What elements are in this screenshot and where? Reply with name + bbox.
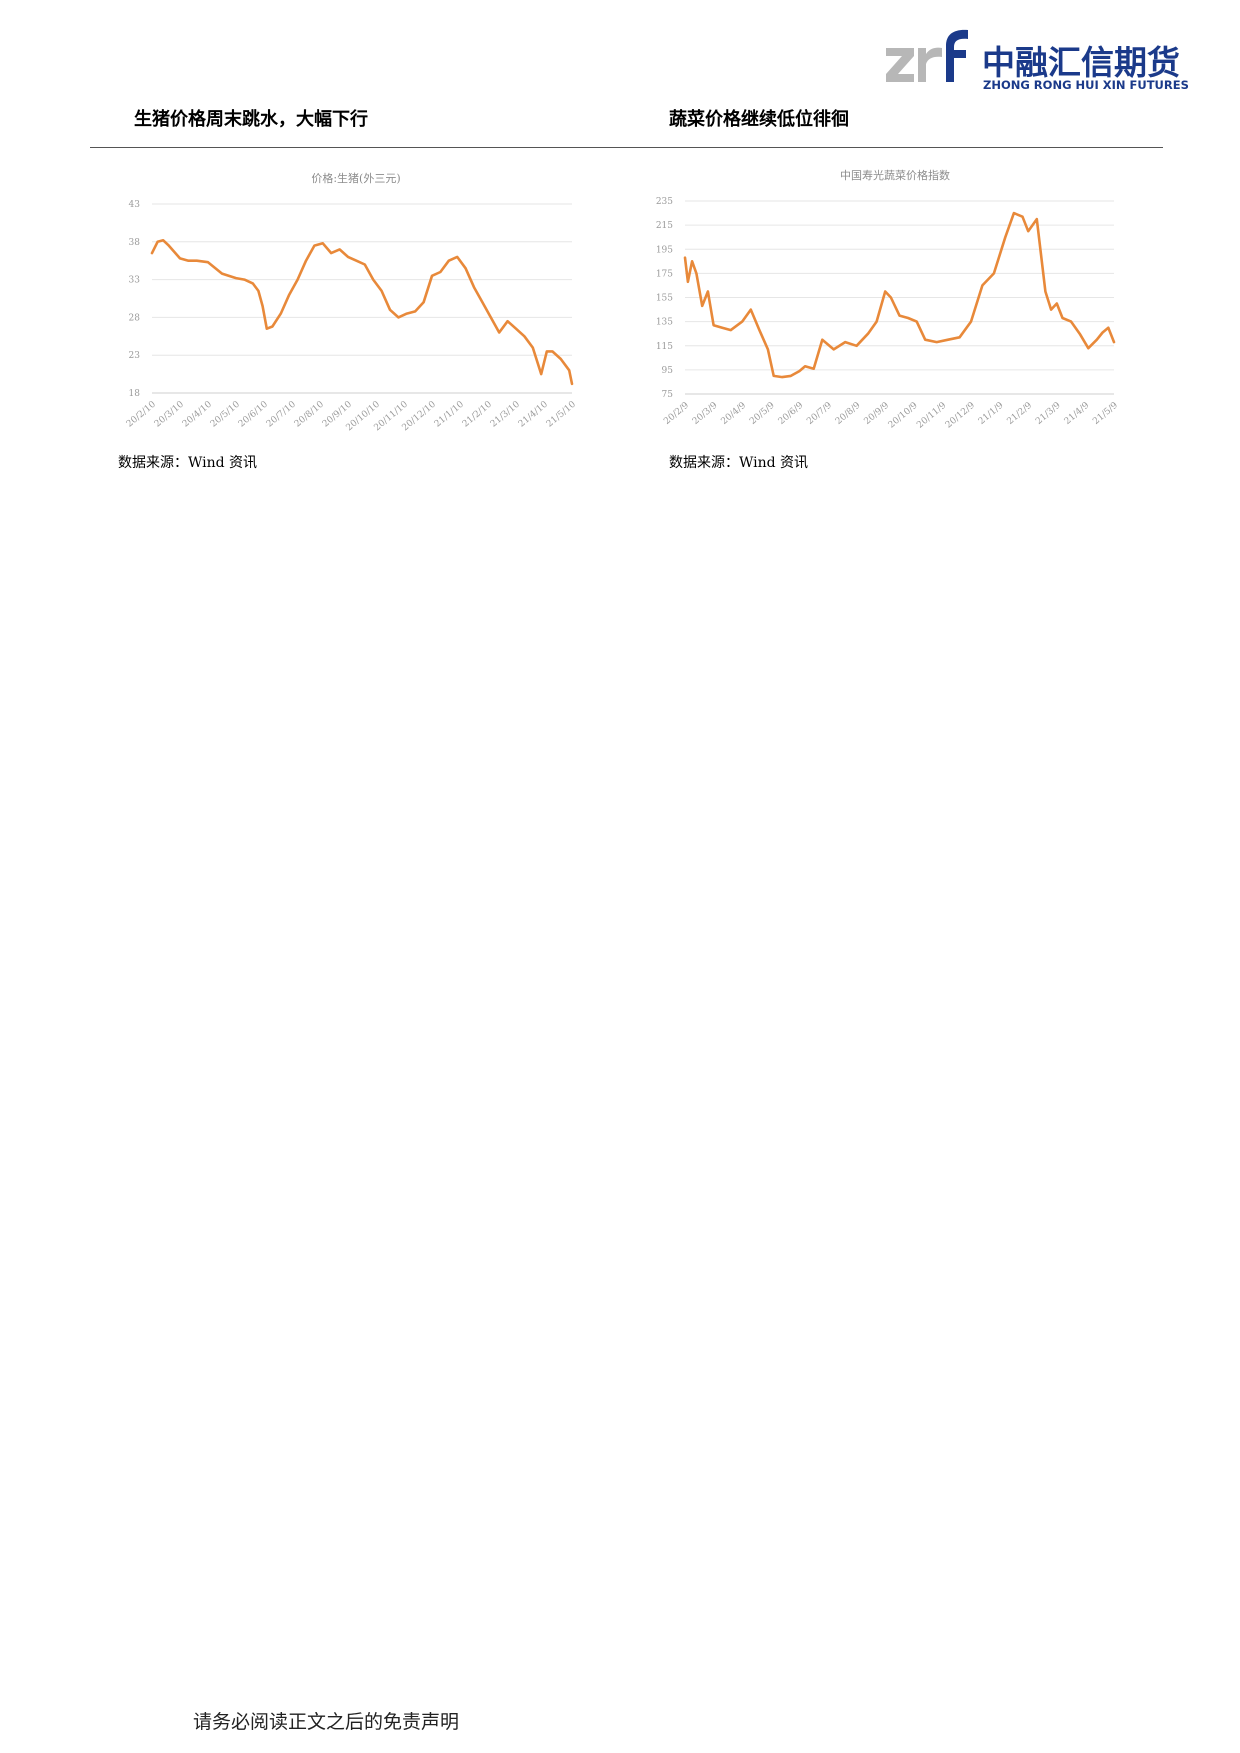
y-tick-label: 75 xyxy=(662,390,674,400)
y-tick-label: 215 xyxy=(656,221,673,231)
y-tick-label: 175 xyxy=(656,269,673,279)
zrf-logo-mark xyxy=(886,29,968,82)
x-tick-label: 21/1/10 xyxy=(433,399,466,429)
x-tick-label: 21/4/9 xyxy=(1063,400,1092,426)
source-note-hog: 数据来源：Wind 资讯 xyxy=(118,455,258,471)
y-tick-label: 43 xyxy=(129,200,141,210)
section-title-vegetable: 蔬菜价格继续低位徘徊 xyxy=(669,109,849,130)
disclaimer-footer: 请务必阅读正文之后的免责声明 xyxy=(193,1711,460,1733)
company-logo: 中融汇信期货 ZHONG RONG HUI XIN FUTURES xyxy=(884,26,1189,96)
chart-vegetable-index-svg: 中国寿光蔬菜价格指数 235 215 195 175 155 135 115 95 7520/2/… xyxy=(656,168,1120,431)
x-tick-label: 20/7/9 xyxy=(805,400,834,426)
y-tick-label: 18 xyxy=(129,389,141,399)
x-tick-label: 20/6/9 xyxy=(777,400,806,426)
y-tick-label: 115 xyxy=(656,342,673,352)
x-tick-label: 20/5/10 xyxy=(209,399,242,429)
chart-title: 价格:生猪(外三元) xyxy=(311,171,400,185)
series-line xyxy=(150,239,574,386)
x-tick-label: 20/5/9 xyxy=(748,400,777,426)
x-tick-label: 20/3/10 xyxy=(153,399,186,429)
x-tick-label: 21/3/9 xyxy=(1034,400,1063,426)
x-tick-label: 20/10/9 xyxy=(887,400,920,430)
header-divider xyxy=(90,147,1163,148)
x-tick-label: 20/7/10 xyxy=(265,399,298,429)
x-tick-label: 20/3/9 xyxy=(691,400,720,426)
x-tick-label: 20/2/9 xyxy=(662,400,691,426)
x-tick-label: 21/1/9 xyxy=(977,400,1006,426)
section-title-hog: 生猪价格周末跳水，大幅下行 xyxy=(134,109,368,130)
chart-title: 中国寿光蔬菜价格指数 xyxy=(840,168,950,182)
x-tick-label: 20/12/9 xyxy=(944,400,977,430)
y-tick-label: 235 xyxy=(656,197,673,207)
y-tick-label: 135 xyxy=(656,318,673,328)
y-tick-label: 38 xyxy=(129,238,141,248)
x-tick-label: 21/5/10 xyxy=(545,399,578,429)
x-tick-label: 21/3/10 xyxy=(489,399,522,429)
chart-vegetable-index: 中国寿光蔬菜价格指数 235 215 195 175 155 135 115 95 75 20/2/… xyxy=(655,160,1145,445)
chart-hog-price-svg: 价格:生猪(外三元) 43 38 33 28 23 1820/2/1020/3/1020/4… xyxy=(125,171,578,433)
x-tick-label: 20/4/9 xyxy=(720,400,749,426)
x-tick-label: 21/2/10 xyxy=(461,399,494,429)
x-tick-label: 21/2/9 xyxy=(1006,400,1035,426)
y-tick-label: 155 xyxy=(656,294,673,304)
source-note-vegetable: 数据来源：Wind 资讯 xyxy=(669,455,809,471)
x-tick-label: 20/6/10 xyxy=(237,399,270,429)
x-tick-label: 21/5/9 xyxy=(1091,400,1120,426)
x-tick-label: 21/4/10 xyxy=(517,399,550,429)
x-tick-label: 20/2/10 xyxy=(125,399,158,429)
y-tick-label: 33 xyxy=(129,276,141,286)
x-tick-label: 20/11/9 xyxy=(915,400,948,430)
chart-hog-price: 价格:生猪(外三元) 43 38 33 28 23 18 20/2/10 20/3/10 20/4… xyxy=(110,160,600,445)
x-tick-label: 20/8/10 xyxy=(293,399,326,429)
y-tick-label: 195 xyxy=(656,245,673,255)
series-line xyxy=(683,211,1116,379)
x-tick-label: 20/8/9 xyxy=(834,400,863,426)
y-tick-label: 28 xyxy=(129,313,141,323)
logo-english-name: ZHONG RONG HUI XIN FUTURES xyxy=(983,78,1189,92)
logo-chinese-name: 中融汇信期货 xyxy=(982,43,1180,82)
y-tick-label: 23 xyxy=(129,351,141,361)
x-tick-label: 20/4/10 xyxy=(181,399,214,429)
y-tick-label: 95 xyxy=(662,366,674,376)
